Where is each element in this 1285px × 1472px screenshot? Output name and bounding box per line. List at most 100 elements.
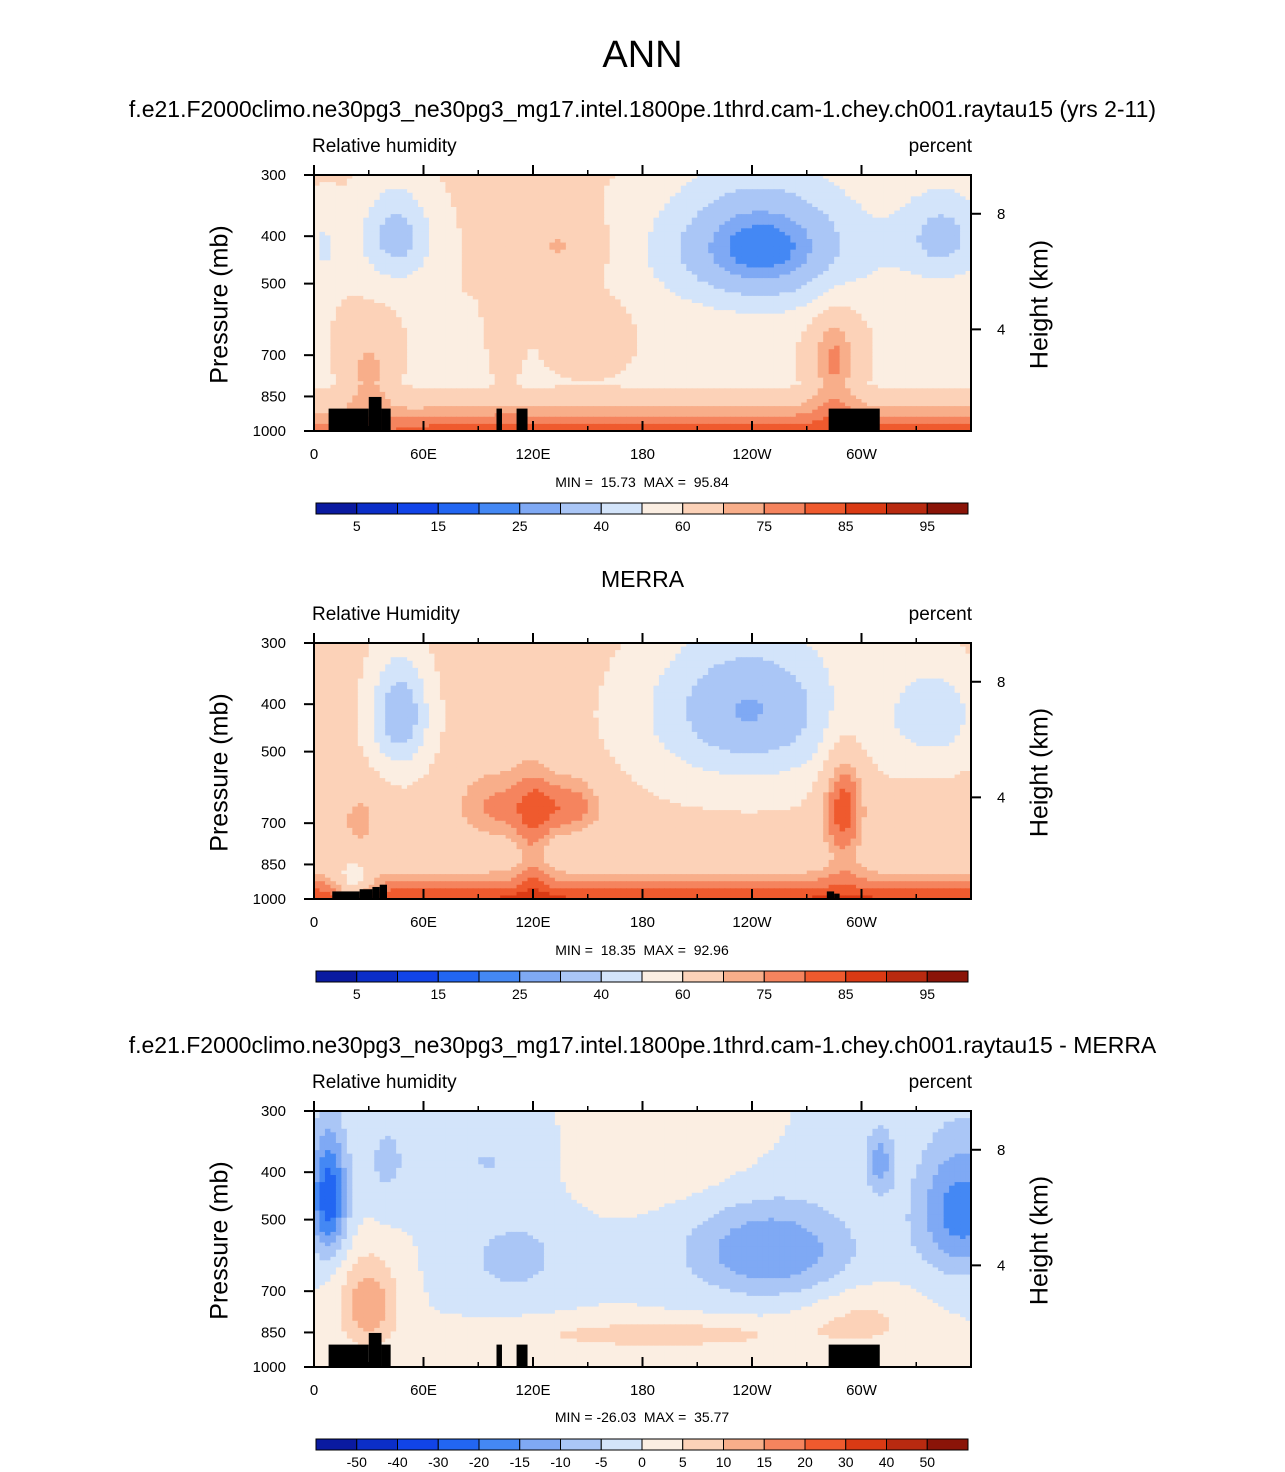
contour-cell [850,231,857,237]
contour-cell [812,274,819,279]
contour-cell [385,313,392,318]
contour-cell [894,256,901,261]
contour-cell [905,256,912,261]
contour-cell [877,199,884,205]
contour-cell [341,281,348,286]
contour-cell [856,263,863,269]
contour-cell [784,288,791,293]
contour-cell [894,192,901,197]
contour-cell [598,267,605,272]
contour-cell [439,178,446,183]
contour-cell [352,207,359,212]
contour-cell [472,189,479,194]
contour-cell [932,231,939,237]
contour-cell [615,295,622,301]
contour-cell [658,224,665,229]
contour-cell [412,267,419,272]
contour-cell [899,278,906,283]
contour-cell [752,199,759,205]
contour-cell [472,299,479,304]
contour-cell [680,285,687,290]
contour-cell [675,310,682,315]
contour-cell [571,199,578,205]
contour-cell [401,299,408,304]
contour-cell [314,210,321,215]
contour-cell [450,271,457,276]
contour-cell [467,271,474,276]
contour-cell [543,192,551,197]
contour-cell [801,295,808,301]
contour-cell [407,320,414,325]
contour-cell [790,292,797,297]
contour-cell [735,239,742,244]
contour-cell [445,217,452,222]
contour-cell [543,249,551,254]
contour-cell [949,182,956,187]
contour-cell [554,320,561,325]
contour-cell [817,221,824,226]
contour-cell [658,285,665,290]
contour-cell [883,303,890,308]
contour-cell [817,281,824,286]
contour-cell [866,217,874,222]
contour-cell [412,295,419,301]
contour-cell [773,214,780,219]
contour-cell [379,288,386,293]
contour-cell [938,192,945,197]
contour-cell [691,246,698,251]
contour-cell [724,242,731,247]
contour-cell [795,221,802,226]
contour-cell [505,207,512,212]
contour-cell [708,239,715,244]
contour-cell [445,274,452,279]
contour-cell [741,196,748,201]
contour-cell [724,292,731,297]
contour-cell [795,278,802,283]
contour-cell [943,303,950,308]
contour-cell [533,292,540,297]
contour-cell [357,228,364,233]
contour-cell [730,313,737,318]
contour-cell [483,281,490,286]
contour-cell [554,199,561,205]
contour-cell [407,196,414,201]
contour-cell [341,221,348,226]
contour-cell [582,239,589,244]
contour-cell [702,199,709,205]
contour-cell [609,253,616,258]
contour-cell [724,221,731,226]
contour-cell [899,221,906,226]
contour-cell [439,224,446,229]
contour-cell [746,196,753,201]
contour-cell [653,199,660,205]
contour-cell [626,189,633,194]
contour-cell [467,210,474,215]
contour-cell [861,317,868,322]
contour-cell [587,246,594,251]
contour-cell [708,182,715,187]
contour-cell [801,263,808,269]
contour-cell [604,306,611,311]
contour-cell [582,285,589,290]
contour-cell [757,228,764,233]
contour-cell [533,246,540,251]
contour-cell [960,228,967,233]
contour-cell [647,221,655,226]
contour-cell [708,306,715,311]
contour-cell [806,310,813,315]
contour-cell [686,214,693,219]
contour-cell [675,320,682,325]
contour-cell [697,231,704,237]
contour-cell [407,242,414,247]
contour-cell [527,242,534,247]
contour-cell [352,242,359,247]
contour-cell [439,175,446,180]
contour-cell [653,271,660,276]
contour-cell [708,221,715,226]
contour-cell [554,310,561,315]
contour-cell [916,310,923,315]
contour-cell [478,306,485,311]
contour-cell [434,231,441,237]
contour-cell [374,249,381,254]
contour-cell [675,221,682,226]
